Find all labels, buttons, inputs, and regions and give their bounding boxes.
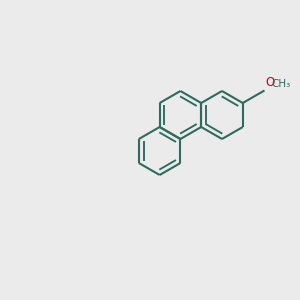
Text: O: O bbox=[265, 76, 274, 89]
Text: CH₃: CH₃ bbox=[271, 80, 290, 89]
